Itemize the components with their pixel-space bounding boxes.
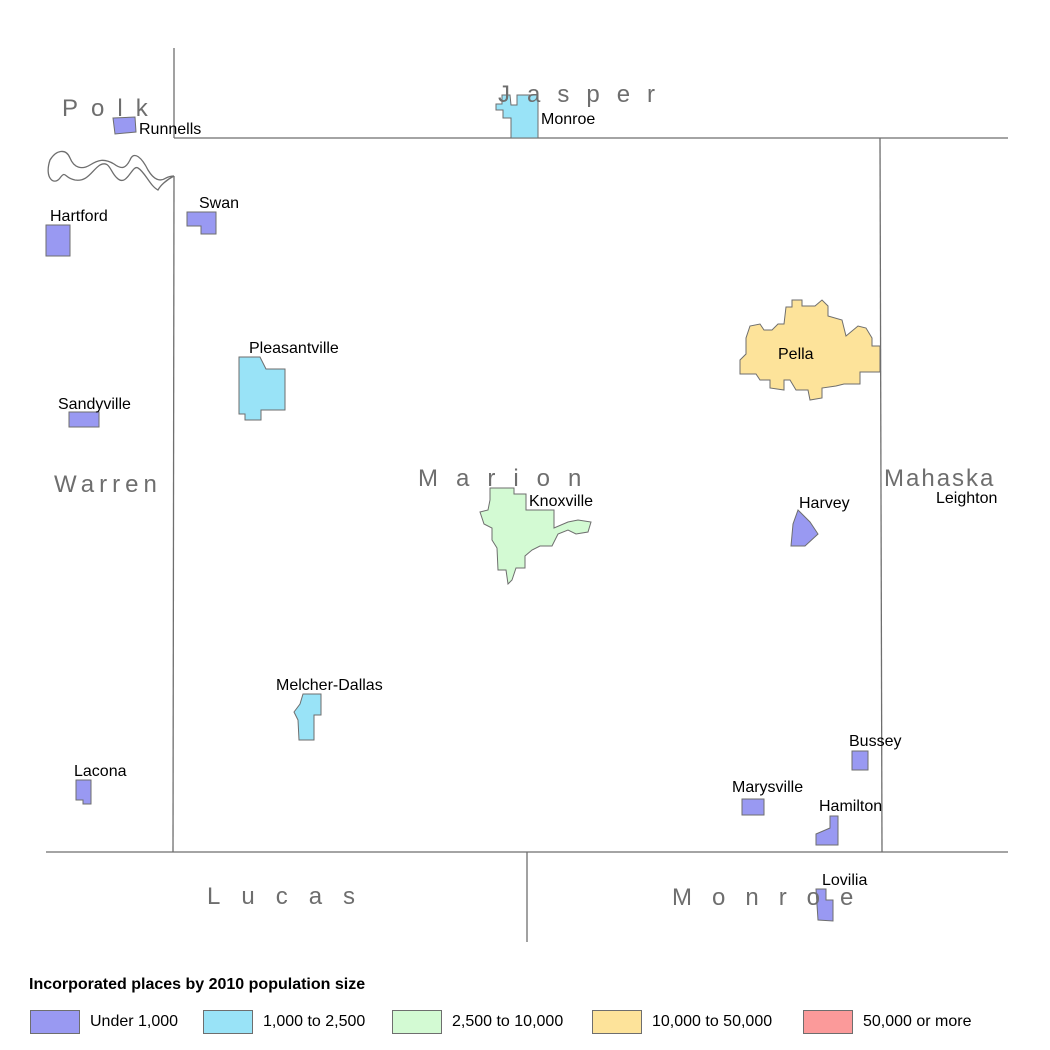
legend-swatch	[30, 1010, 80, 1034]
place-melcher-dallas[interactable]	[293, 693, 322, 741]
county-label-warren: Warren	[54, 471, 162, 498]
county-boundaries	[46, 48, 1008, 942]
place-label-monroe: Monroe	[541, 111, 595, 128]
place-harvey[interactable]	[790, 509, 819, 547]
river	[47, 150, 175, 191]
place-monroe[interactable]	[495, 94, 539, 139]
place-knoxville[interactable]	[479, 487, 592, 586]
marion-east-boundary	[879, 137, 883, 853]
place-label-melcher-dallas: Melcher-Dallas	[276, 677, 383, 694]
county-labels: Polk Jasper Warren Marion Mahaska Lucas …	[54, 81, 995, 911]
place-lacona[interactable]	[75, 779, 92, 805]
places-10000-50000	[739, 299, 881, 401]
place-label-marysville: Marysville	[732, 779, 803, 796]
county-label-mahaska: Mahaska	[884, 465, 995, 492]
place-label-swan: Swan	[199, 195, 239, 212]
place-runnells[interactable]	[112, 116, 137, 135]
legend-title: Incorporated places by 2010 population s…	[29, 976, 366, 993]
legend-label: 10,000 to 50,000	[652, 1013, 773, 1030]
place-lovilia[interactable]	[815, 888, 834, 922]
legend-label: 1,000 to 2,500	[263, 1013, 366, 1030]
marion-west-boundary	[172, 175, 175, 853]
places-2500-10000	[479, 487, 592, 586]
place-bussey[interactable]	[851, 750, 869, 771]
county-label-polk: Polk	[62, 95, 161, 122]
legend-swatch	[203, 1010, 253, 1034]
place-label-harvey: Harvey	[799, 495, 850, 512]
place-marysville[interactable]	[741, 798, 765, 816]
place-label-knoxville: Knoxville	[529, 493, 593, 510]
place-pleasantville[interactable]	[238, 356, 286, 421]
places-1000-2500	[238, 94, 539, 741]
place-label-hartford: Hartford	[50, 208, 108, 225]
place-pella[interactable]	[739, 299, 881, 401]
legend-label: Under 1,000	[90, 1013, 179, 1030]
place-label-sandyville: Sandyville	[58, 396, 131, 413]
place-swan[interactable]	[186, 211, 217, 235]
place-sandyville[interactable]	[68, 411, 100, 428]
legend: Incorporated places by 2010 population s…	[0, 970, 1050, 1050]
county-label-lucas: Lucas	[207, 883, 376, 910]
place-hartford[interactable]	[45, 224, 71, 257]
county-label-marion: Marion	[418, 465, 599, 492]
legend-swatch	[592, 1010, 642, 1034]
legend-swatch	[392, 1010, 442, 1034]
place-hamilton[interactable]	[815, 815, 839, 846]
legend-label: 2,500 to 10,000	[452, 1013, 564, 1030]
place-label-pella: Pella	[778, 346, 814, 363]
place-label-lovilia: Lovilia	[822, 872, 867, 889]
place-label-hamilton: Hamilton	[819, 798, 882, 815]
place-label-runnells: Runnells	[139, 121, 201, 138]
place-label-pleasantville: Pleasantville	[249, 340, 339, 357]
place-labels: Runnells Monroe Hartford Swan Pleasantvi…	[50, 111, 997, 889]
legend-label: 50,000 or more	[863, 1013, 972, 1030]
legend-swatch	[803, 1010, 853, 1034]
county-label-jasper: Jasper	[498, 81, 672, 108]
county-map: Polk Jasper Warren Marion Mahaska Lucas …	[45, 48, 1008, 942]
county-label-monroe: Monroe	[672, 884, 873, 911]
place-label-lacona: Lacona	[74, 763, 127, 780]
place-label-bussey: Bussey	[849, 733, 901, 750]
place-label-leighton: Leighton	[936, 490, 997, 507]
places-under-1000	[45, 116, 869, 922]
